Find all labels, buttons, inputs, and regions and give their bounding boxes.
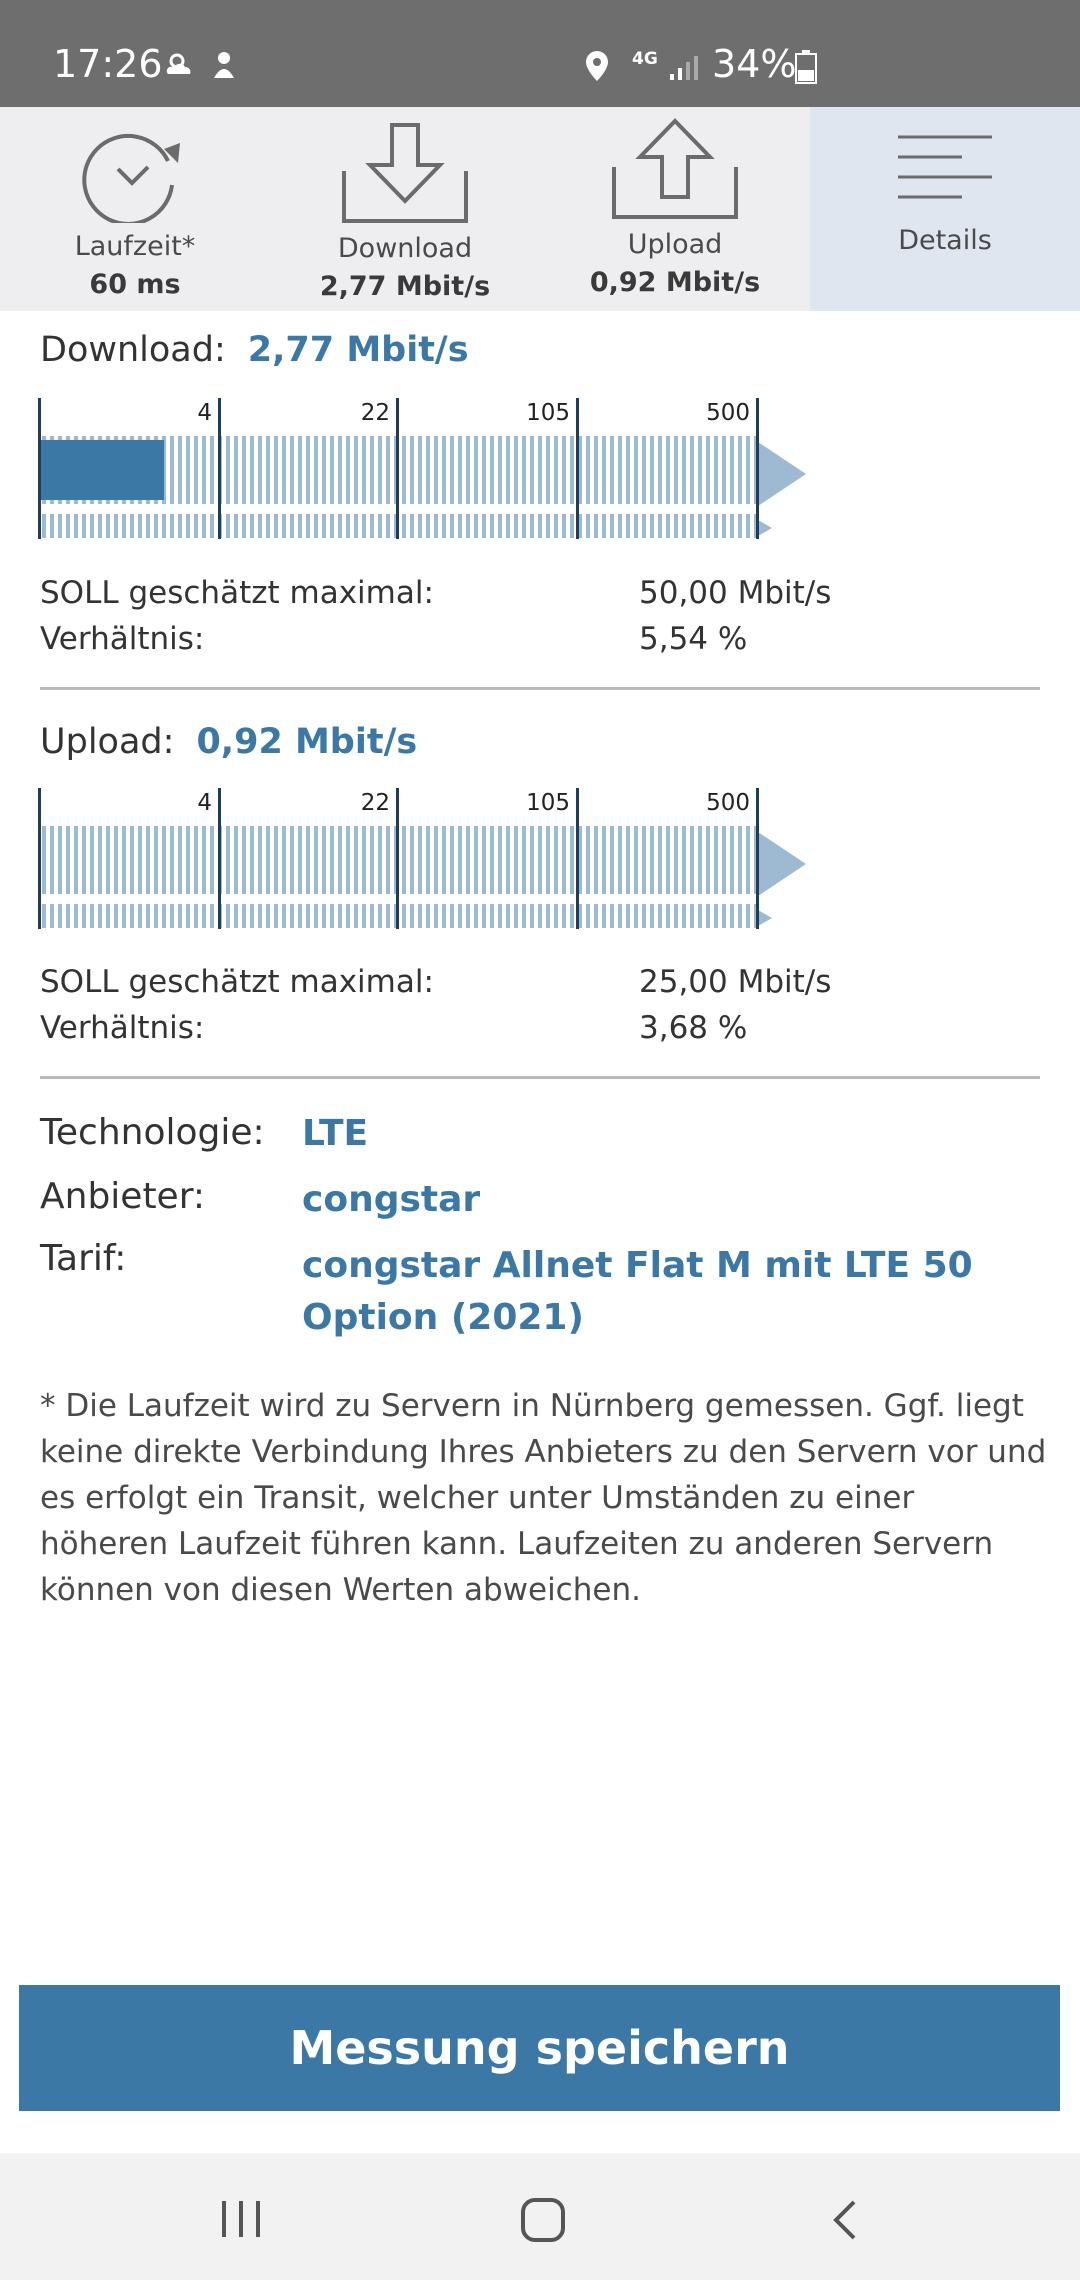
download-arrow (758, 442, 806, 506)
tab-download-label: Download (337, 233, 473, 264)
technology-value: LTE (302, 1113, 369, 1154)
upload-tick-line (38, 788, 41, 929)
navigation-bar (0, 2153, 1080, 2280)
tab-upload-value: 0,92 Mbit/s (589, 267, 761, 298)
recent-apps-icon[interactable] (220, 2199, 262, 2239)
tariff-label: Tarif: (40, 1238, 127, 1279)
status-bar: 17:26 4G 34% (0, 0, 1080, 107)
tab-upload-label: Upload (627, 229, 723, 260)
upload-heading: Upload: 0,92 Mbit/s (40, 722, 417, 762)
download-label: Download: (40, 330, 226, 370)
tab-latency-value: 60 ms (89, 269, 181, 300)
download-fill-bar (38, 440, 164, 500)
upload-tick-label: 105 (526, 790, 570, 816)
tab-details[interactable]: Details (810, 107, 1080, 311)
upload-soll-value: 25,00 Mbit/s (639, 964, 832, 1000)
download-tick-label: 4 (197, 400, 212, 426)
tab-upload[interactable]: Upload 0,92 Mbit/s (540, 107, 810, 311)
battery-icon (795, 50, 817, 84)
divider (40, 1076, 1040, 1079)
download-value: 2,77 Mbit/s (247, 330, 469, 370)
tab-details-label: Details (898, 225, 992, 256)
download-tick-label: 22 (361, 400, 390, 426)
download-tick-line (218, 398, 221, 539)
back-icon[interactable] (830, 2199, 860, 2241)
upload-tick-line (756, 788, 759, 929)
download-soll-label: SOLL geschätzt maximal: (40, 575, 434, 611)
upload-label: Upload: (40, 722, 175, 762)
upload-arrow (758, 832, 806, 896)
provider-label: Anbieter: (40, 1176, 206, 1217)
latency-footnote: * Die Laufzeit wird zu Servern in Nürnbe… (40, 1388, 1047, 1608)
save-measurement-button[interactable]: Messung speichern (19, 1985, 1060, 2111)
tab-download-value: 2,77 Mbit/s (319, 271, 491, 302)
tab-bar: Laufzeit* 60 ms Download 2,77 Mbit/s Upl… (0, 107, 1080, 311)
download-tick-line (576, 398, 579, 539)
upload-tick-line (218, 788, 221, 929)
download-tick-line (38, 398, 41, 539)
upload-icon (612, 118, 738, 219)
divider (40, 687, 1040, 690)
upload-tick-label: 4 (197, 790, 212, 816)
download-tick-label: 105 (526, 400, 570, 426)
download-icon (342, 123, 468, 223)
upload-soll-label: SOLL geschätzt maximal: (40, 964, 434, 1000)
details-menu-icon (898, 135, 992, 199)
download-soll-value: 50,00 Mbit/s (639, 575, 832, 611)
technology-label: Technologie: (40, 1112, 265, 1153)
provider-value: congstar (302, 1179, 481, 1220)
latency-clock-icon (82, 133, 180, 223)
battery-percentage: 34% (712, 42, 797, 86)
download-arrow-small (758, 520, 772, 536)
tab-download[interactable]: Download 2,77 Mbit/s (270, 107, 540, 311)
upload-tick-label: 500 (706, 790, 750, 816)
download-tick-label: 500 (706, 400, 750, 426)
tariff-value: congstar Allnet Flat M mit LTE 50 Option… (302, 1245, 973, 1338)
upload-value: 0,92 Mbit/s (196, 722, 418, 762)
tab-latency[interactable]: Laufzeit* 60 ms (0, 107, 270, 311)
upload-arrow-small (758, 910, 772, 926)
download-ratio-label: Verhältnis: (40, 621, 205, 657)
clock: 17:26 (53, 42, 163, 86)
home-icon[interactable] (520, 2197, 566, 2243)
weather-icon (166, 53, 191, 74)
network-4g-icon: 4G (632, 49, 658, 69)
upload-tick-line (576, 788, 579, 929)
location-icon (586, 51, 608, 81)
download-heading: Download: 2,77 Mbit/s (40, 330, 469, 370)
upload-tick-line (396, 788, 399, 929)
notification-icon (214, 52, 234, 78)
download-gauge: 4 22 105 500 (38, 398, 806, 539)
download-tick-line (396, 398, 399, 539)
download-tick-line (756, 398, 759, 539)
upload-ratio-label: Verhältnis: (40, 1010, 205, 1046)
upload-tick-label: 22 (361, 790, 390, 816)
download-ratio-value: 5,54 % (639, 621, 748, 657)
upload-ratio-value: 3,68 % (639, 1010, 748, 1046)
upload-gauge: 4 22 105 500 (38, 788, 806, 929)
tab-latency-label: Laufzeit* (74, 231, 196, 262)
signal-icon (670, 56, 698, 80)
